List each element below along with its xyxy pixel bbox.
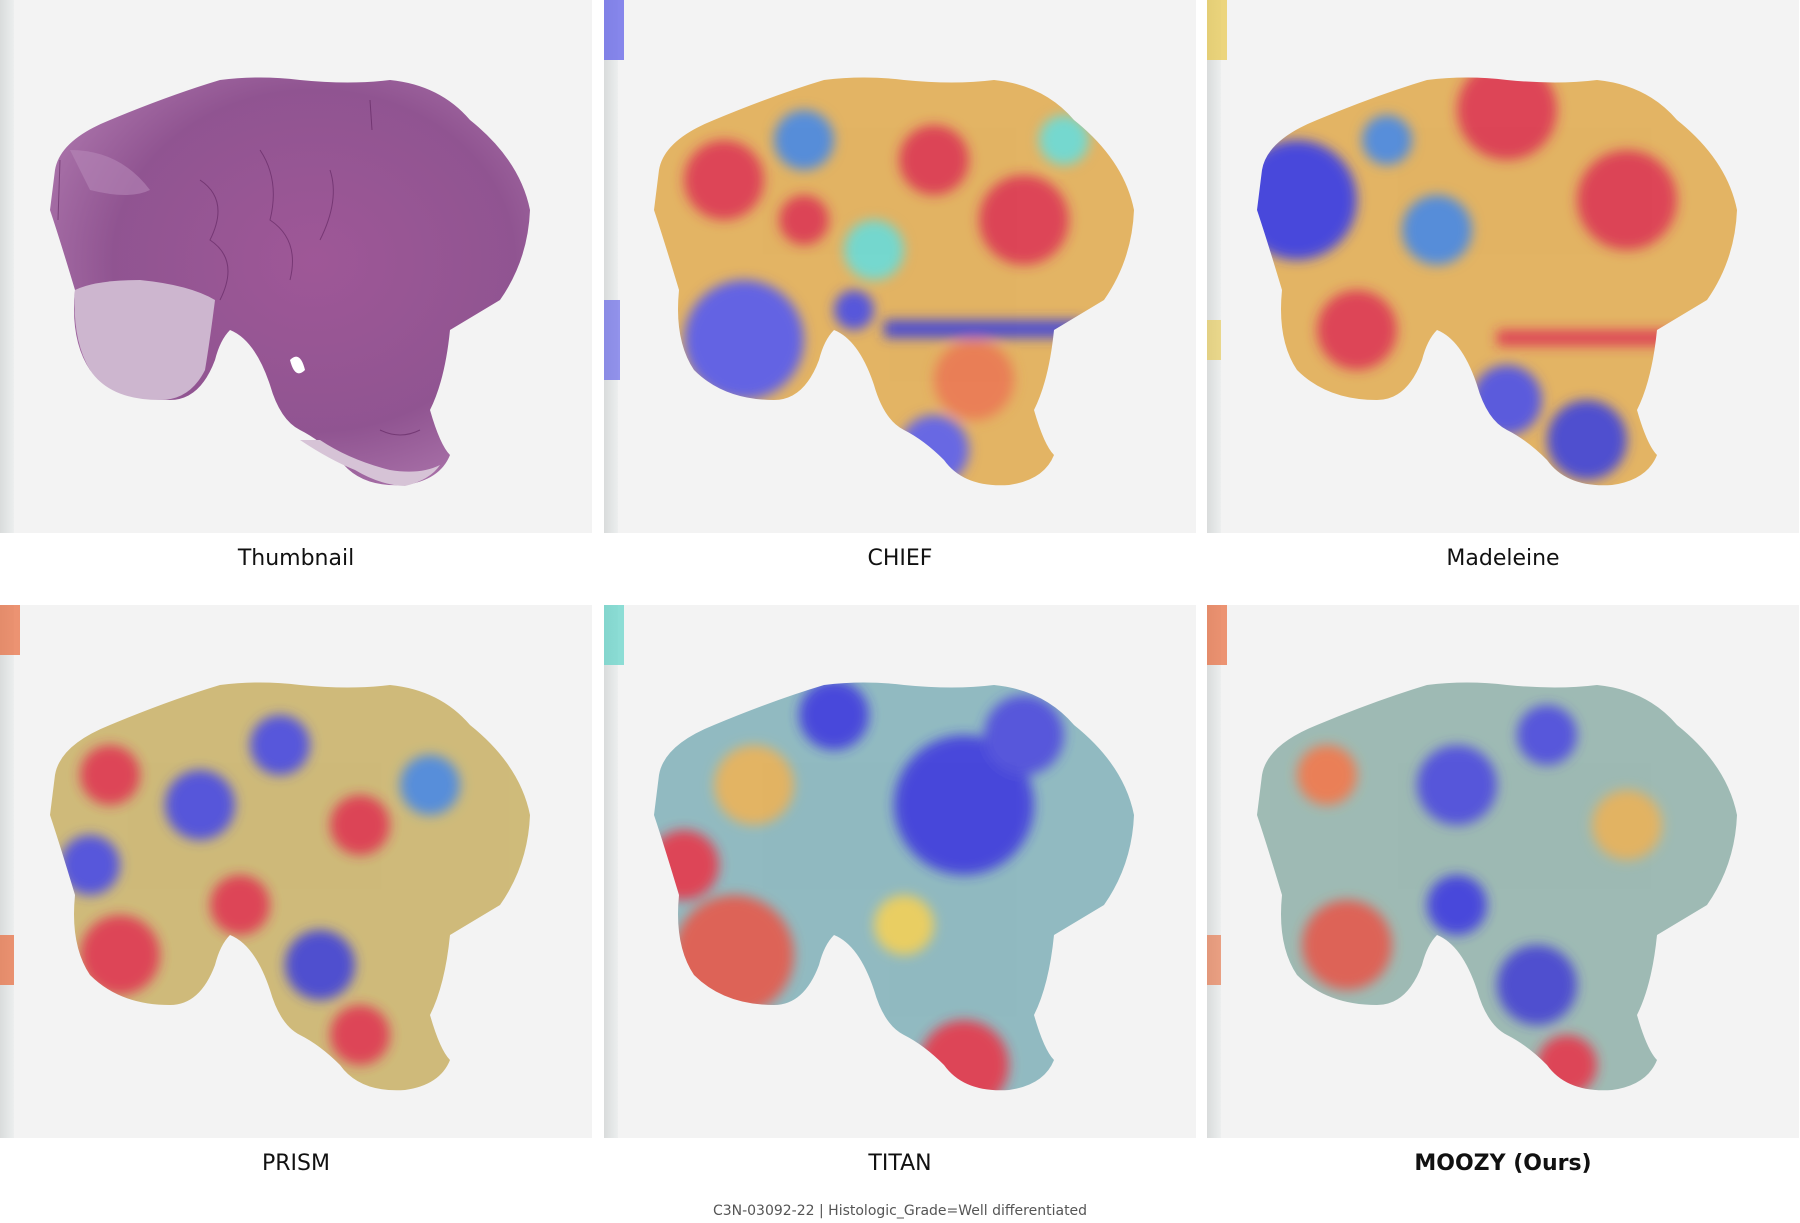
chief-heatmap-panel (604, 0, 1196, 533)
slide-edge (604, 605, 618, 1138)
slide-edge (1207, 605, 1221, 1138)
chief-attention-heatmap (604, 0, 1134, 486)
panel-label-chief: CHIEF (867, 546, 933, 571)
panel-label-moozy: MOOZY (Ours) (1414, 1151, 1592, 1176)
he-tissue-image (50, 77, 530, 486)
figure-caption: C3N-03092-22 | Histologic_Grade=Well dif… (712, 1203, 1088, 1219)
prism-attention-heatmap (0, 605, 530, 1091)
titan-attention-heatmap (604, 605, 1134, 1091)
thumbnail-panel (0, 0, 592, 533)
panel-label-thumbnail: Thumbnail (237, 546, 355, 571)
panel-label-titan: TITAN (868, 1151, 932, 1176)
slide-edge (604, 0, 618, 533)
slide-edge (0, 0, 14, 533)
moozy-heatmap-panel (1207, 605, 1799, 1138)
titan-heatmap-panel (604, 605, 1196, 1138)
madeleine-attention-heatmap (1207, 0, 1737, 486)
moozy-attention-heatmap (1207, 605, 1737, 1091)
madeleine-heatmap-panel (1207, 0, 1799, 533)
panel-label-madeleine: Madeleine (1446, 546, 1560, 571)
slide-edge (1207, 0, 1221, 533)
panel-label-prism: PRISM (262, 1151, 330, 1176)
slide-edge (0, 605, 14, 1138)
prism-heatmap-panel (0, 605, 592, 1138)
